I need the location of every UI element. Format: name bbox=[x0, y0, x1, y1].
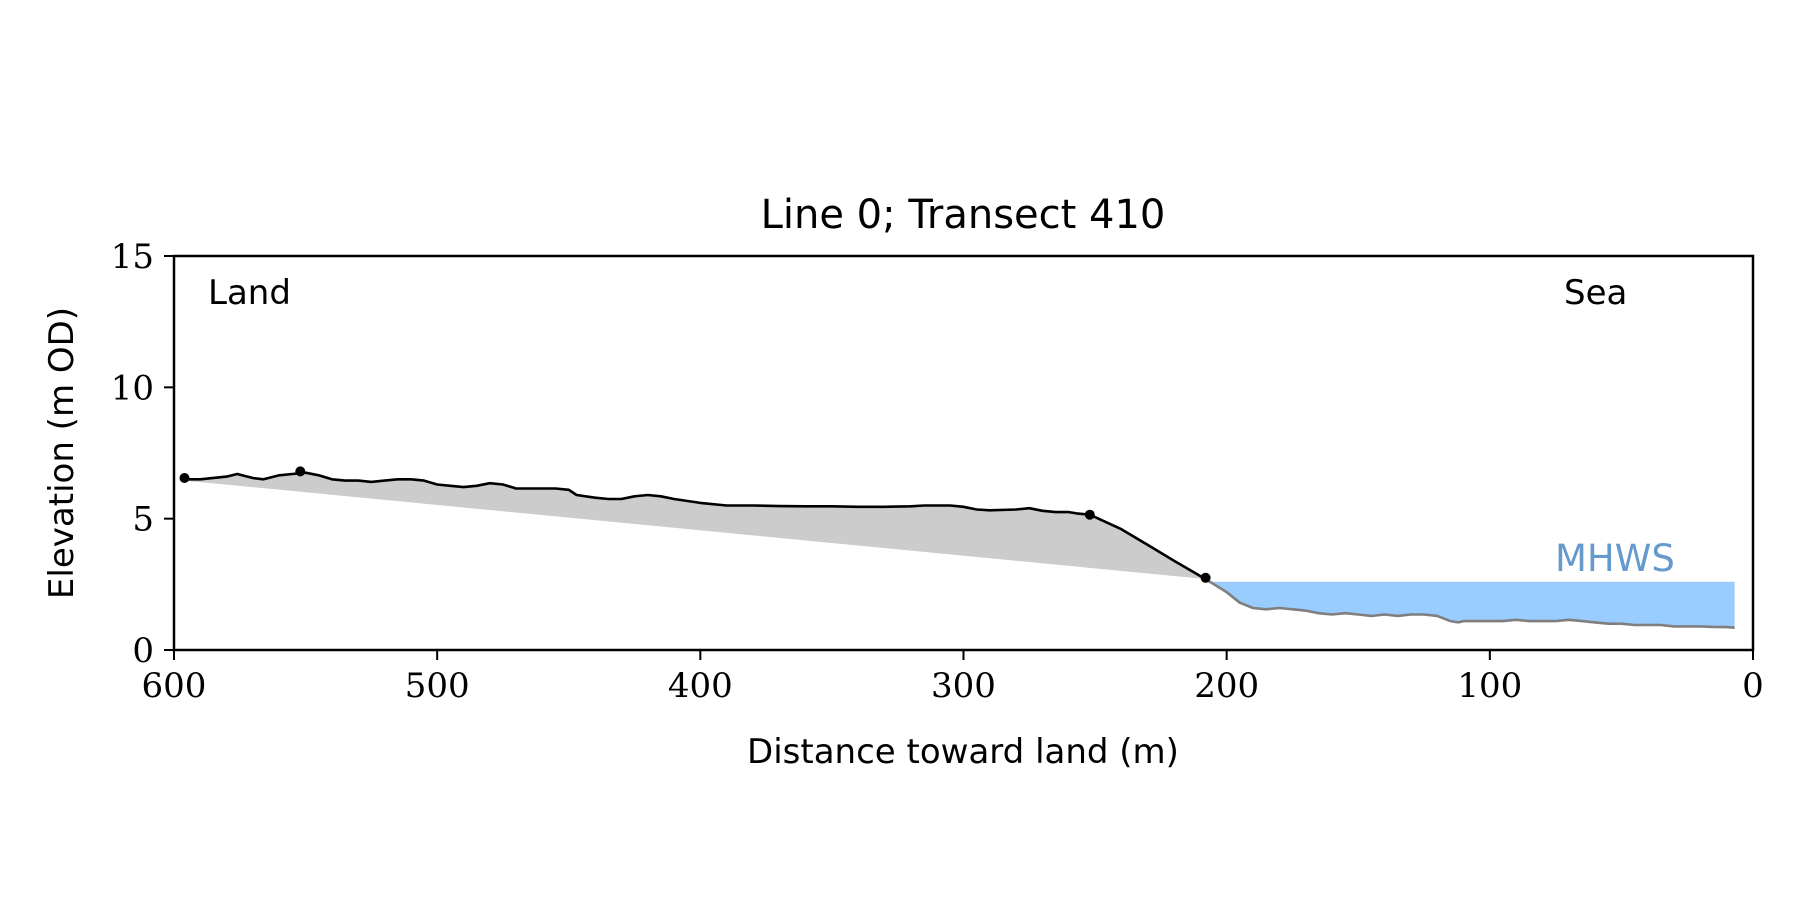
y-tick-label: 10 bbox=[111, 368, 154, 408]
x-tick-label: 500 bbox=[405, 666, 470, 706]
x-axis-label: Distance toward land (m) bbox=[747, 732, 1179, 772]
profile-fill-area bbox=[184, 472, 1206, 580]
profile-line-slope bbox=[1089, 513, 1207, 581]
profile-line-seaward bbox=[1204, 577, 1735, 629]
x-tick-label: 300 bbox=[931, 666, 996, 706]
x-tick-label: 100 bbox=[1457, 666, 1522, 706]
line-layer bbox=[184, 471, 1735, 629]
profile-marker bbox=[1084, 509, 1095, 520]
land-label: Land bbox=[208, 273, 291, 313]
x-tick-label: 600 bbox=[142, 666, 207, 706]
profile-marker bbox=[295, 466, 306, 477]
y-tick-label: 0 bbox=[132, 631, 154, 671]
fill-layer bbox=[184, 472, 1735, 628]
x-tick-label: 0 bbox=[1742, 666, 1764, 706]
mhws-label: MHWS bbox=[1555, 537, 1675, 580]
marker-layer bbox=[179, 466, 1211, 583]
x-tick-label: 400 bbox=[668, 666, 733, 706]
y-axis-label: Elevation (m OD) bbox=[42, 307, 82, 599]
tick-layer: 600 500 400 300 200 100 0 0 5 10 15 bbox=[111, 237, 1764, 706]
x-tick-label: 200 bbox=[1194, 666, 1259, 706]
profile-marker bbox=[179, 473, 190, 483]
y-tick-label: 5 bbox=[132, 500, 154, 540]
sea-label: Sea bbox=[1564, 273, 1627, 313]
chart-title: Line 0; Transect 410 bbox=[761, 192, 1166, 238]
profile-line-land bbox=[184, 471, 1090, 516]
profile-marker bbox=[1200, 572, 1211, 583]
y-tick-label: 15 bbox=[111, 237, 154, 277]
mhws-water-area bbox=[1205, 579, 1735, 628]
